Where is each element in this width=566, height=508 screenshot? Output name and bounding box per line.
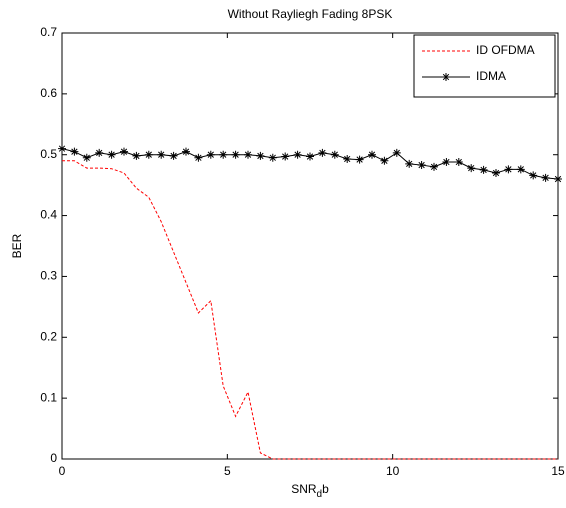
point-marker <box>107 150 116 159</box>
point-marker <box>479 165 488 174</box>
y-tick-label: 0.7 <box>40 25 57 39</box>
series-line <box>62 160 558 460</box>
point-marker <box>169 151 178 160</box>
point-marker <box>492 168 500 177</box>
point-marker <box>554 175 562 184</box>
point-marker <box>454 158 463 167</box>
legend-label: IDMA <box>476 69 506 83</box>
point-marker <box>120 147 128 156</box>
point-marker <box>256 151 265 160</box>
point-marker <box>157 150 166 159</box>
point-marker <box>368 150 376 159</box>
point-marker <box>318 148 327 157</box>
point-marker <box>516 165 525 174</box>
point-marker <box>82 153 91 162</box>
point-marker <box>231 150 240 159</box>
point-marker <box>392 148 401 157</box>
point-marker <box>504 165 513 174</box>
point-marker <box>541 173 550 182</box>
point-marker <box>144 150 153 159</box>
point-marker <box>417 161 426 170</box>
point-marker <box>380 156 389 165</box>
x-axis-label: SNRdb <box>291 482 329 499</box>
point-marker <box>70 147 79 156</box>
chart-title: Without Rayliegh Fading 8PSK <box>228 7 393 21</box>
point-marker <box>529 171 538 180</box>
x-tick-label: 10 <box>386 464 400 478</box>
point-marker <box>355 155 364 164</box>
y-tick-label: 0.4 <box>40 208 57 222</box>
x-tick-label: 0 <box>59 464 66 478</box>
x-tick-label: 5 <box>224 464 231 478</box>
y-tick-label: 0.3 <box>40 269 57 283</box>
point-marker <box>58 144 66 153</box>
point-marker <box>244 150 252 159</box>
x-tick-label: 15 <box>551 464 565 478</box>
point-marker <box>330 150 339 159</box>
point-marker <box>442 158 451 167</box>
point-marker <box>219 150 228 159</box>
y-tick-label: 0.6 <box>40 86 57 100</box>
point-marker <box>206 150 215 159</box>
y-axis-label: BER <box>10 233 24 258</box>
legend-label: ID OFDMA <box>476 43 535 57</box>
legend-marker <box>442 73 450 81</box>
y-tick-label: 0.5 <box>40 147 57 161</box>
y-tick-label: 0.2 <box>40 329 57 343</box>
point-marker <box>194 153 203 162</box>
point-marker <box>182 147 190 156</box>
point-marker <box>405 159 414 168</box>
point-marker <box>343 154 352 163</box>
point-marker <box>467 164 476 173</box>
point-marker <box>293 150 302 159</box>
point-marker <box>95 148 104 157</box>
legend-box <box>413 34 556 98</box>
point-marker <box>306 152 314 161</box>
point-marker <box>281 152 290 161</box>
point-marker <box>430 162 438 171</box>
y-tick-label: 0 <box>50 451 57 465</box>
point-marker <box>132 151 141 160</box>
y-tick-label: 0.1 <box>40 390 57 404</box>
point-marker <box>268 153 277 162</box>
